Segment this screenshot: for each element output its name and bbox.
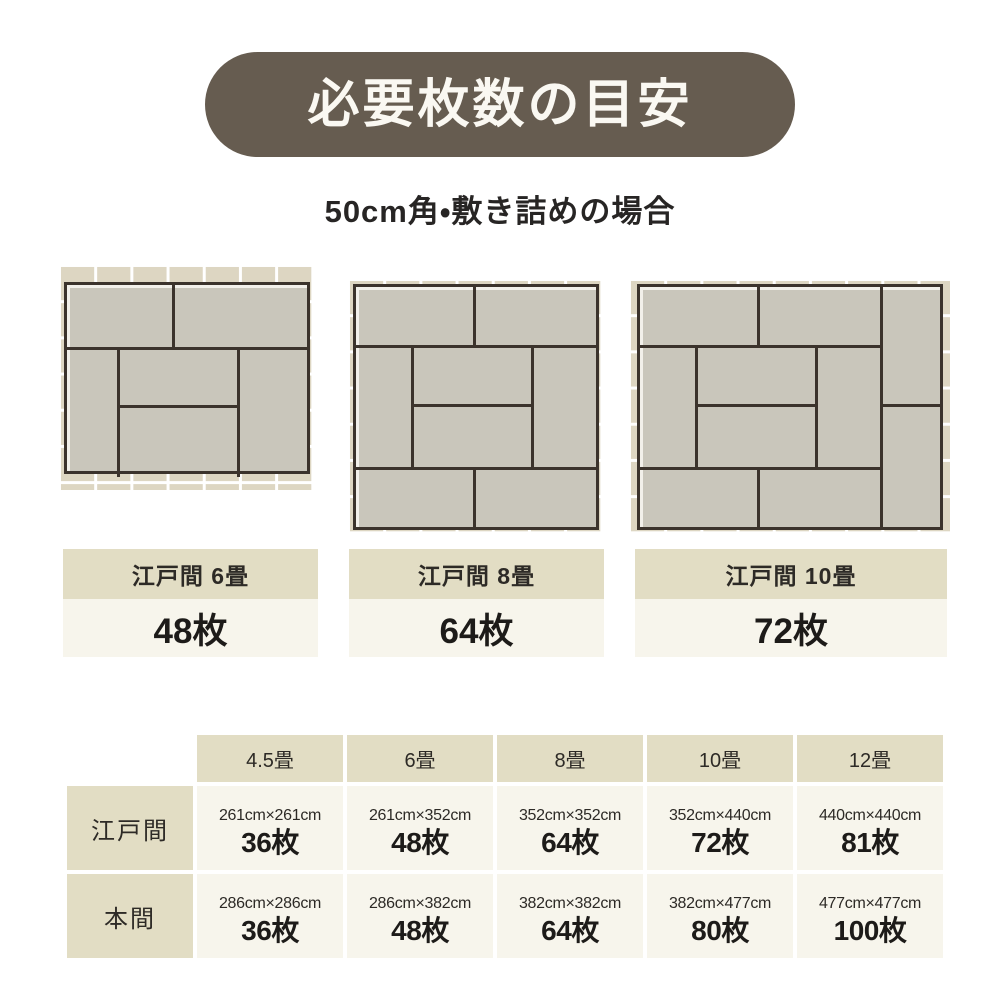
table-row-header: 本間 bbox=[67, 874, 193, 958]
cell-quantity: 72枚 bbox=[691, 826, 749, 858]
table-row-header: 江戸間 bbox=[67, 786, 193, 870]
table-cell: 352cm×440cm 72枚 bbox=[647, 786, 793, 870]
mat-divider-vertical bbox=[815, 345, 818, 469]
mat-divider-vertical bbox=[531, 345, 534, 469]
cell-dimensions: 440cm×440cm bbox=[818, 806, 922, 824]
cell-quantity: 48枚 bbox=[391, 826, 449, 858]
cell-dimensions: 286cm×382cm bbox=[368, 894, 472, 912]
table-cell: 352cm×352cm 64枚 bbox=[497, 786, 643, 870]
mat-divider-horizontal bbox=[117, 405, 240, 408]
table-cell: 440cm×440cm 81枚 bbox=[797, 786, 943, 870]
floorplan-edoma-8-jo bbox=[349, 280, 603, 534]
cell-quantity: 100枚 bbox=[833, 914, 907, 946]
cell-quantity: 36枚 bbox=[241, 914, 299, 946]
table-cell: 382cm×477cm 80枚 bbox=[647, 874, 793, 958]
cell-dimensions: 352cm×352cm bbox=[518, 806, 622, 824]
mat-divider-vertical bbox=[757, 467, 760, 527]
mat-divider-vertical bbox=[757, 287, 760, 347]
table-cell: 286cm×286cm 36枚 bbox=[197, 874, 343, 958]
mat-divider-horizontal bbox=[356, 467, 596, 470]
table-col-header: 8畳 bbox=[497, 735, 643, 782]
cell-dimensions: 382cm×477cm bbox=[668, 894, 772, 912]
mat-divider-vertical bbox=[473, 287, 476, 347]
room-outline bbox=[353, 284, 599, 530]
table-corner-cell bbox=[67, 735, 193, 782]
mat-divider-horizontal bbox=[695, 404, 818, 407]
summary-card-count: 48枚 bbox=[153, 611, 228, 651]
cell-dimensions: 352cm×440cm bbox=[668, 806, 772, 824]
mat-divider-vertical bbox=[411, 345, 414, 469]
cell-dimensions: 382cm×382cm bbox=[518, 894, 622, 912]
summary-card-body: 72枚 bbox=[635, 599, 947, 657]
summary-card-title: 江戸間 8畳 bbox=[417, 563, 536, 589]
size-quantity-table: 4.5畳 6畳 8畳 10畳 12畳 江戸間 261cm×261cm 36枚 2… bbox=[63, 731, 947, 962]
cell-quantity: 64枚 bbox=[541, 826, 599, 858]
table-row: 江戸間 261cm×261cm 36枚 261cm×352cm 48枚 352c… bbox=[67, 786, 943, 870]
mat-divider-horizontal bbox=[880, 404, 940, 407]
table-cell: 477cm×477cm 100枚 bbox=[797, 874, 943, 958]
summary-card-count: 64枚 bbox=[439, 611, 514, 651]
table-cell: 261cm×261cm 36枚 bbox=[197, 786, 343, 870]
mat-divider-horizontal bbox=[640, 467, 883, 470]
table-cell: 382cm×382cm 64枚 bbox=[497, 874, 643, 958]
cell-dimensions: 477cm×477cm bbox=[818, 894, 922, 912]
summary-card-10-jo: 江戸間 10畳 72枚 bbox=[635, 549, 947, 657]
cell-dimensions: 286cm×286cm bbox=[218, 894, 322, 912]
table-col-header: 12畳 bbox=[797, 735, 943, 782]
summary-card-body: 64枚 bbox=[349, 599, 604, 657]
summary-card-title: 江戸間 6畳 bbox=[131, 563, 250, 589]
table-col-header: 10畳 bbox=[647, 735, 793, 782]
summary-card-6-jo: 江戸間 6畳 48枚 bbox=[63, 549, 318, 657]
mat-divider-horizontal bbox=[67, 347, 307, 350]
mat-divider-horizontal bbox=[411, 404, 534, 407]
table-col-header: 4.5畳 bbox=[197, 735, 343, 782]
floorplan-edoma-10-jo bbox=[630, 280, 950, 534]
summary-card-title: 江戸間 10畳 bbox=[725, 563, 857, 589]
cell-quantity: 48枚 bbox=[391, 914, 449, 946]
mat-divider-vertical bbox=[237, 347, 240, 477]
room-outline bbox=[64, 282, 310, 477]
mat-divider-vertical bbox=[473, 467, 476, 527]
page-title-pill: 必要枚数の目安 bbox=[205, 52, 795, 157]
summary-card-body: 48枚 bbox=[63, 599, 318, 657]
cell-quantity: 36枚 bbox=[241, 826, 299, 858]
floorplan-edoma-6-jo bbox=[60, 266, 314, 490]
cell-quantity: 81枚 bbox=[841, 826, 899, 858]
cell-quantity: 80枚 bbox=[691, 914, 749, 946]
mat-divider-vertical bbox=[117, 347, 120, 477]
page-title: 必要枚数の目安 bbox=[307, 75, 693, 134]
summary-card-8-jo: 江戸間 8畳 64枚 bbox=[349, 549, 604, 657]
mat-divider-horizontal bbox=[640, 345, 883, 348]
mat-divider-horizontal bbox=[356, 345, 596, 348]
table-cell: 286cm×382cm 48枚 bbox=[347, 874, 493, 958]
mat-divider-vertical bbox=[695, 345, 698, 469]
summary-card-header: 江戸間 10畳 bbox=[635, 549, 947, 599]
mat-divider-vertical bbox=[172, 285, 175, 349]
table-cell: 261cm×352cm 48枚 bbox=[347, 786, 493, 870]
cell-dimensions: 261cm×352cm bbox=[368, 806, 472, 824]
cell-quantity: 64枚 bbox=[541, 914, 599, 946]
cell-dimensions: 261cm×261cm bbox=[218, 806, 322, 824]
page-subtitle: 50cm角・敷き詰めの場合 bbox=[324, 194, 676, 229]
table-header-row: 4.5畳 6畳 8畳 10畳 12畳 bbox=[67, 735, 943, 782]
summary-card-header: 江戸間 6畳 bbox=[63, 549, 318, 599]
summary-card-header: 江戸間 8畳 bbox=[349, 549, 604, 599]
mat-divider-vertical bbox=[880, 287, 883, 527]
summary-card-count: 72枚 bbox=[754, 611, 828, 651]
table-row: 本間 286cm×286cm 36枚 286cm×382cm 48枚 382cm… bbox=[67, 874, 943, 958]
table-col-header: 6畳 bbox=[347, 735, 493, 782]
room-outline bbox=[637, 284, 943, 530]
